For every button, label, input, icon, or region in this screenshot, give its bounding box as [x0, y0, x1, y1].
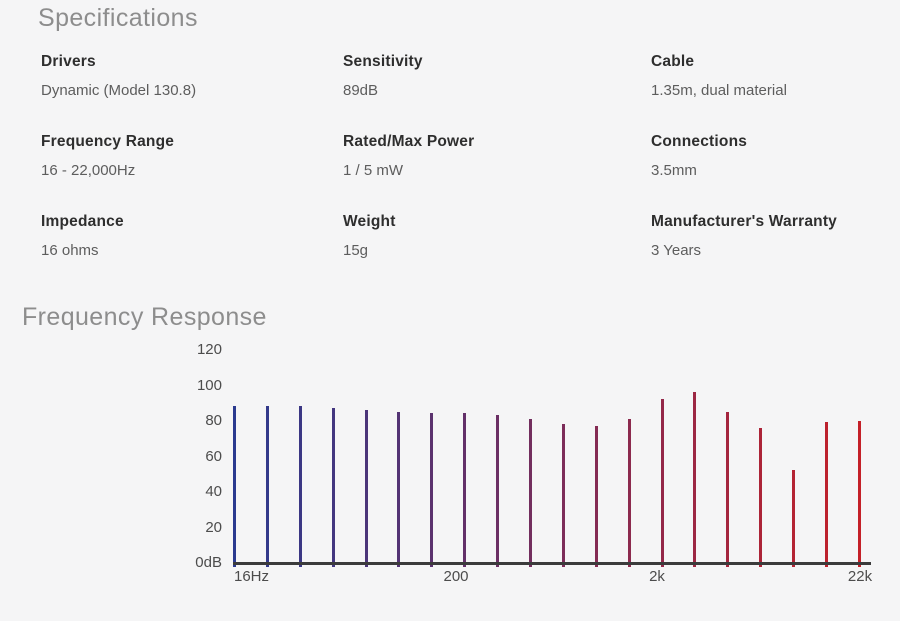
frequency-bar [726, 411, 730, 567]
spec-label: Rated/Max Power [343, 133, 475, 150]
y-tick-label: 20 [205, 518, 222, 536]
spec-label: Drivers [41, 53, 96, 70]
specifications-grid: Drivers Dynamic (Model 130.8) Sensitivit… [41, 53, 863, 293]
spec-value: 1.35m, dual material [651, 82, 787, 99]
x-tick-label: 2k [649, 568, 665, 585]
spec-item-manufacturers-warranty: Manufacturer's Warranty 3 Years [651, 213, 863, 293]
spec-item-connections: Connections 3.5mm [651, 133, 863, 213]
chart-x-axis-line [233, 562, 871, 565]
frequency-bar [594, 425, 598, 567]
frequency-bar [857, 420, 861, 567]
y-tick-label: 60 [205, 447, 222, 465]
frequency-bar [693, 392, 697, 567]
frequency-bar [825, 422, 829, 567]
spec-label: Connections [651, 133, 748, 150]
frequency-bar [233, 406, 236, 567]
spec-item-drivers: Drivers Dynamic (Model 130.8) [41, 53, 343, 133]
spec-label: Sensitivity [343, 53, 423, 70]
spec-label: Impedance [41, 213, 124, 230]
spec-value: 16 ohms [41, 242, 99, 259]
frequency-bar [561, 424, 565, 567]
spec-item-sensitivity: Sensitivity 89dB [343, 53, 651, 133]
specifications-title: Specifications [38, 4, 198, 32]
y-tick-label: 40 [205, 483, 222, 500]
y-tick-label: 80 [205, 412, 222, 429]
frequency-response-bars [233, 350, 861, 567]
spec-item-weight: Weight 15g [343, 213, 651, 293]
frequency-bar [298, 406, 302, 567]
chart-y-axis-labels: 120 100 80 60 40 20 0dB [140, 341, 222, 571]
frequency-bar [265, 406, 269, 567]
spec-item-impedance: Impedance 16 ohms [41, 213, 343, 293]
spec-value: 1 / 5 mW [343, 162, 404, 179]
spec-item-rated-max-power: Rated/Max Power 1 / 5 mW [343, 133, 651, 213]
y-tick-label: 0dB [195, 554, 222, 571]
frequency-bar [660, 399, 664, 567]
frequency-bar [759, 427, 763, 567]
frequency-bar [627, 418, 631, 567]
frequency-response-title: Frequency Response [22, 303, 267, 331]
chart-x-axis-labels: 16Hz 200 2k 22k [233, 568, 873, 588]
frequency-bar [496, 415, 500, 567]
spec-label: Frequency Range [41, 133, 175, 150]
y-tick-label: 120 [196, 341, 222, 358]
spec-value: 16 - 22,000Hz [41, 162, 136, 179]
spec-value: 3.5mm [651, 162, 697, 179]
x-tick-label: 16Hz [234, 568, 270, 585]
spec-label: Weight [343, 213, 396, 230]
frequency-bar [792, 470, 796, 567]
frequency-bar [364, 409, 368, 567]
spec-value: 89dB [343, 82, 379, 99]
spec-label: Manufacturer's Warranty [651, 213, 838, 230]
frequency-bar [430, 413, 434, 567]
frequency-bar [331, 408, 335, 567]
spec-item-cable: Cable 1.35m, dual material [651, 53, 863, 133]
spec-value: 15g [343, 242, 369, 259]
x-tick-label: 200 [443, 568, 469, 585]
frequency-bar [397, 411, 401, 567]
spec-item-frequency-range: Frequency Range 16 - 22,000Hz [41, 133, 343, 213]
spec-value: 3 Years [651, 242, 702, 259]
x-tick-label: 22k [847, 568, 873, 585]
frequency-bar [529, 418, 533, 567]
y-tick-label: 100 [196, 376, 222, 394]
frequency-bar [463, 413, 467, 567]
spec-label: Cable [651, 53, 695, 70]
spec-value: Dynamic (Model 130.8) [41, 82, 197, 99]
